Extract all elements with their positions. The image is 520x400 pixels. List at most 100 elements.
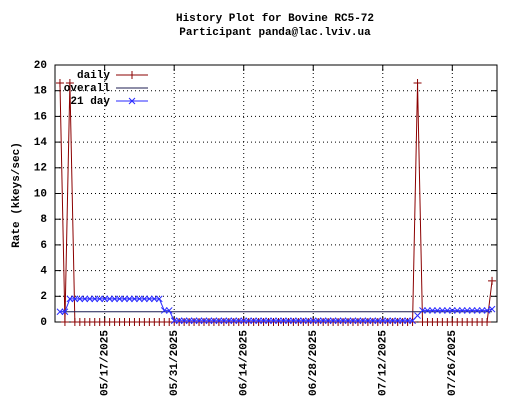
- point-marker: [434, 307, 441, 314]
- point-marker: [280, 317, 287, 325]
- point-marker: [76, 295, 84, 303]
- point-marker: [81, 295, 89, 303]
- point-marker: [165, 307, 173, 314]
- point-marker: [413, 78, 422, 87]
- point-marker: [205, 317, 213, 325]
- y-tick-label: 8: [40, 214, 47, 226]
- point-marker: [220, 317, 228, 325]
- point-marker: [195, 317, 203, 325]
- point-marker: [235, 317, 243, 325]
- point-marker: [453, 307, 461, 314]
- point-marker: [324, 317, 332, 325]
- point-marker: [448, 307, 456, 314]
- point-marker: [150, 295, 158, 303]
- point-marker: [126, 295, 133, 303]
- y-tick-label: 6: [40, 240, 47, 252]
- point-marker: [91, 295, 99, 303]
- point-marker: [359, 317, 367, 325]
- point-marker: [488, 276, 497, 285]
- point-marker: [488, 305, 496, 313]
- y-tick-label: 12: [34, 163, 47, 175]
- point-marker: [225, 317, 233, 325]
- point-marker: [334, 317, 342, 325]
- x-tick-label: 06/14/2025: [239, 330, 251, 396]
- point-marker: [170, 317, 178, 325]
- legend-marker: [128, 97, 136, 105]
- point-marker: [240, 317, 248, 325]
- y-tick-label: 2: [40, 291, 47, 303]
- point-marker: [175, 317, 183, 325]
- point-marker: [65, 78, 74, 87]
- y-tick-label: 4: [40, 266, 47, 278]
- point-marker: [245, 317, 253, 325]
- point-marker: [61, 308, 69, 316]
- y-tick-label: 10: [34, 188, 47, 200]
- point-marker: [409, 317, 416, 325]
- x-tick-label: 07/12/2025: [378, 330, 390, 396]
- point-marker: [71, 295, 79, 303]
- x-tick-label: 05/17/2025: [100, 330, 112, 396]
- point-marker: [210, 317, 218, 325]
- point-marker: [141, 295, 148, 303]
- point-marker: [419, 307, 426, 314]
- point-marker: [111, 295, 118, 303]
- point-marker: [270, 317, 277, 325]
- point-marker: [473, 307, 481, 314]
- point-marker: [299, 317, 307, 325]
- point-marker: [136, 295, 143, 303]
- point-marker: [339, 317, 347, 325]
- point-marker: [60, 318, 69, 326]
- point-marker: [463, 307, 471, 314]
- point-marker: [314, 317, 322, 325]
- x-tick-label: 06/28/2025: [308, 330, 320, 396]
- point-marker: [384, 317, 392, 325]
- y-tick-label: 14: [34, 137, 48, 149]
- point-marker: [146, 295, 153, 303]
- y-tick-label: 0: [40, 317, 47, 329]
- point-marker: [155, 295, 163, 303]
- point-marker: [369, 317, 377, 325]
- point-marker: [116, 295, 123, 303]
- point-marker: [55, 78, 64, 87]
- point-marker: [404, 317, 411, 325]
- point-marker: [424, 307, 431, 314]
- point-marker: [255, 317, 262, 325]
- point-marker: [131, 295, 138, 303]
- point-marker: [121, 295, 128, 303]
- point-marker: [408, 318, 417, 326]
- point-marker: [160, 307, 168, 314]
- point-marker: [200, 317, 208, 325]
- point-marker: [478, 307, 486, 314]
- point-marker: [66, 295, 74, 303]
- point-marker: [399, 317, 406, 325]
- point-marker: [354, 317, 362, 325]
- point-marker: [379, 317, 387, 325]
- point-marker: [429, 307, 436, 314]
- legend-label: overall: [64, 83, 111, 95]
- y-tick-label: 18: [34, 86, 48, 98]
- point-marker: [389, 317, 397, 325]
- point-marker: [230, 317, 238, 325]
- point-marker: [443, 307, 451, 314]
- legend-marker: [128, 71, 136, 79]
- point-marker: [185, 317, 193, 325]
- point-marker: [439, 307, 446, 314]
- point-marker: [180, 317, 188, 325]
- point-marker: [275, 317, 282, 325]
- point-marker: [394, 317, 402, 325]
- point-marker: [96, 295, 104, 303]
- x-tick-label: 07/26/2025: [447, 330, 459, 396]
- point-marker: [56, 308, 64, 316]
- point-marker: [309, 317, 317, 325]
- point-marker: [349, 317, 357, 325]
- point-marker: [458, 307, 466, 314]
- point-marker: [294, 317, 302, 325]
- y-tick-label: 16: [34, 111, 47, 123]
- x-tick-label: 05/31/2025: [169, 330, 181, 396]
- legend-label: daily: [77, 70, 110, 82]
- point-marker: [101, 295, 109, 303]
- point-marker: [106, 295, 113, 303]
- point-marker: [468, 307, 476, 314]
